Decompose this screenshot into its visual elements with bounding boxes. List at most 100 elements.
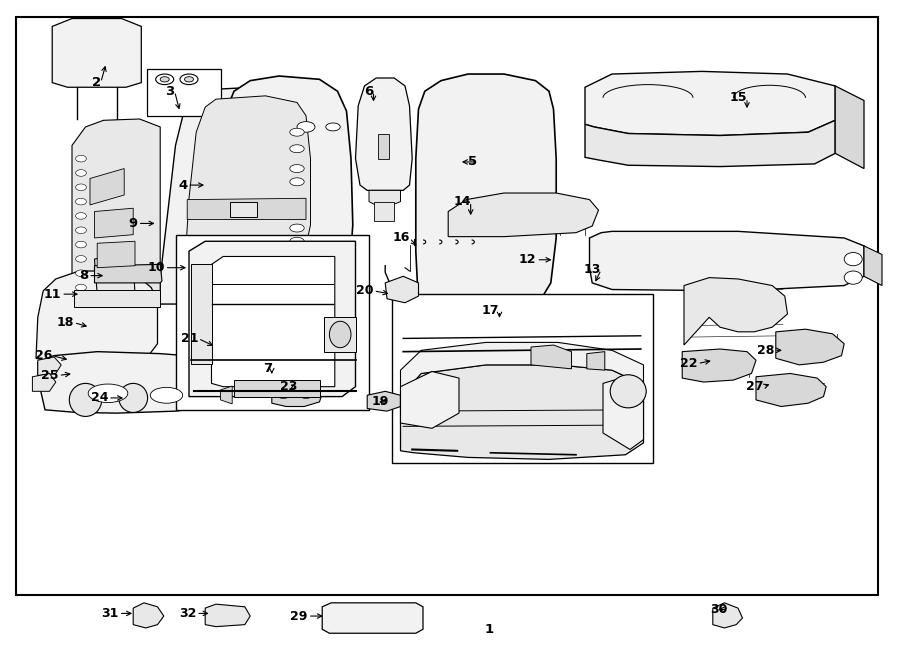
Polygon shape [189, 241, 356, 397]
Polygon shape [32, 373, 56, 391]
Ellipse shape [301, 392, 311, 399]
Ellipse shape [150, 387, 183, 403]
Polygon shape [322, 603, 423, 633]
Text: 18: 18 [57, 316, 74, 329]
Ellipse shape [76, 155, 86, 162]
Text: 4: 4 [178, 178, 187, 192]
Bar [392, 294, 652, 463]
Polygon shape [160, 86, 331, 304]
Text: 27: 27 [746, 380, 763, 393]
Bar [230, 202, 256, 217]
Text: 15: 15 [730, 91, 747, 104]
Polygon shape [590, 231, 864, 291]
Bar [176, 235, 369, 410]
Polygon shape [108, 266, 144, 301]
Polygon shape [256, 367, 295, 395]
Polygon shape [400, 342, 644, 397]
Polygon shape [400, 365, 644, 459]
Text: 2: 2 [92, 76, 101, 89]
Ellipse shape [160, 77, 169, 82]
Polygon shape [756, 373, 826, 407]
Text: 13: 13 [584, 263, 601, 276]
Ellipse shape [76, 270, 86, 276]
Text: 6: 6 [364, 85, 373, 98]
Polygon shape [272, 385, 322, 407]
Polygon shape [324, 317, 356, 352]
Polygon shape [38, 357, 61, 375]
Ellipse shape [329, 321, 351, 348]
Polygon shape [603, 375, 643, 449]
Polygon shape [585, 120, 835, 167]
Polygon shape [374, 202, 394, 221]
Polygon shape [196, 342, 227, 365]
Polygon shape [684, 278, 788, 345]
Ellipse shape [290, 178, 304, 186]
Ellipse shape [76, 256, 86, 262]
Polygon shape [682, 349, 756, 382]
Ellipse shape [76, 284, 86, 291]
Text: 30: 30 [710, 603, 727, 616]
Ellipse shape [184, 77, 194, 82]
Ellipse shape [76, 241, 86, 248]
Ellipse shape [297, 122, 315, 132]
Text: 10: 10 [148, 261, 165, 274]
Bar [378, 134, 389, 159]
Text: 8: 8 [79, 269, 88, 282]
Bar [147, 69, 220, 116]
Polygon shape [713, 603, 742, 628]
Text: 7: 7 [263, 362, 272, 375]
Text: 31: 31 [102, 607, 119, 620]
Ellipse shape [76, 184, 86, 190]
Ellipse shape [844, 253, 862, 266]
Polygon shape [94, 264, 162, 283]
Polygon shape [205, 604, 250, 627]
Text: 16: 16 [392, 231, 410, 245]
Polygon shape [94, 256, 135, 297]
Ellipse shape [88, 384, 128, 403]
Text: 9: 9 [129, 217, 138, 230]
Text: 32: 32 [179, 607, 196, 620]
Ellipse shape [69, 383, 102, 416]
Ellipse shape [326, 123, 340, 131]
Polygon shape [266, 288, 346, 305]
Text: 24: 24 [91, 391, 108, 405]
Polygon shape [776, 329, 844, 365]
Polygon shape [220, 386, 232, 404]
Ellipse shape [119, 383, 148, 412]
Text: 1: 1 [484, 623, 493, 637]
Polygon shape [198, 284, 317, 305]
Ellipse shape [290, 224, 304, 232]
Text: 19: 19 [372, 395, 389, 408]
Text: 21: 21 [181, 332, 198, 345]
Ellipse shape [156, 74, 174, 85]
Polygon shape [97, 241, 135, 268]
Polygon shape [234, 380, 320, 397]
Ellipse shape [76, 227, 86, 233]
Polygon shape [356, 78, 412, 190]
Bar [16, 17, 878, 595]
Polygon shape [133, 603, 164, 628]
Text: 25: 25 [41, 369, 58, 382]
Polygon shape [587, 352, 605, 370]
Ellipse shape [844, 271, 862, 284]
Ellipse shape [290, 128, 304, 136]
Ellipse shape [290, 145, 304, 153]
Polygon shape [74, 290, 160, 307]
Polygon shape [400, 371, 459, 428]
Polygon shape [585, 71, 835, 136]
Text: 5: 5 [468, 155, 477, 169]
Polygon shape [835, 86, 864, 169]
Polygon shape [220, 76, 353, 305]
Ellipse shape [290, 251, 304, 258]
Text: 23: 23 [280, 380, 297, 393]
Polygon shape [369, 190, 400, 206]
Polygon shape [448, 193, 598, 237]
Text: 12: 12 [519, 253, 536, 266]
Ellipse shape [297, 241, 315, 251]
Ellipse shape [290, 237, 304, 245]
Polygon shape [864, 246, 882, 286]
Polygon shape [416, 74, 556, 305]
Text: 17: 17 [482, 304, 500, 317]
Ellipse shape [326, 242, 340, 250]
Polygon shape [38, 352, 232, 413]
